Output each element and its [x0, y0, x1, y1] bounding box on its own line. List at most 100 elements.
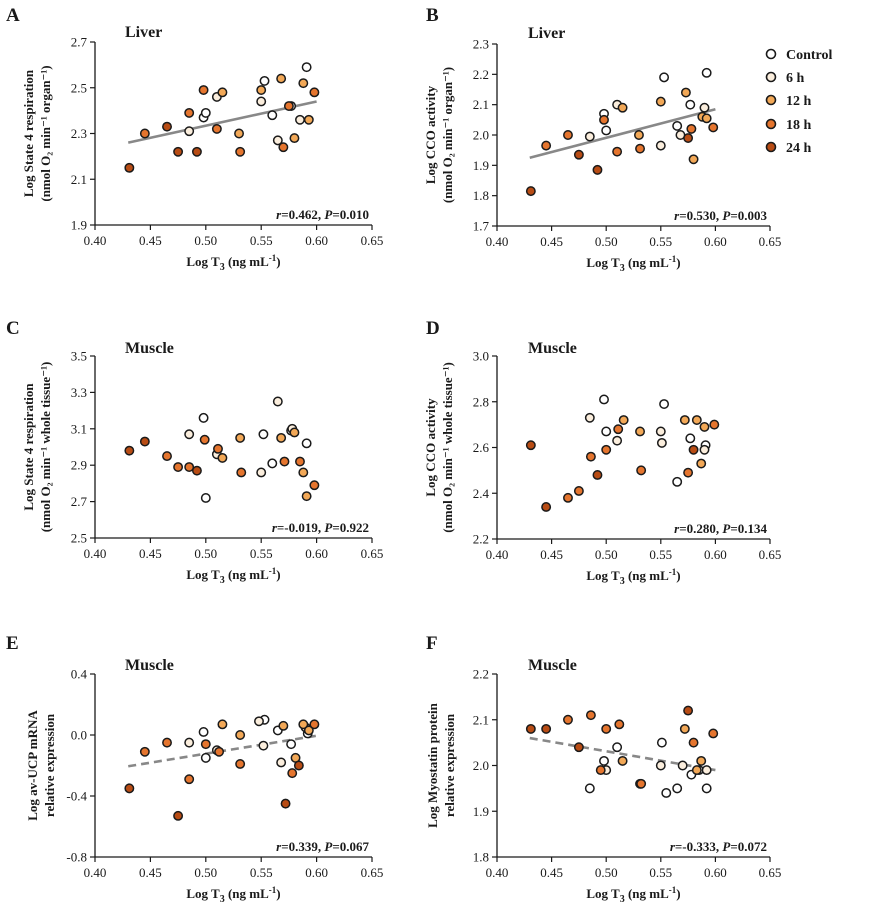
chart-f-point: [656, 737, 667, 748]
chart-b-point: [617, 102, 628, 113]
chart-b-x-tick-label: 0.50: [595, 234, 618, 249]
chart-d-stats-p: P: [722, 521, 731, 536]
chart-e-point: [286, 739, 297, 750]
chart-d-point: [696, 458, 707, 469]
chart-b-point: [708, 122, 719, 133]
chart-e-stats-p: P: [324, 839, 333, 854]
chart-d-point: [659, 399, 670, 409]
chart-c-point: [235, 432, 246, 443]
chart-e-point: [200, 752, 211, 763]
chart-a-x-label-sup: -1: [269, 253, 277, 263]
legend-marker-18h: [765, 118, 777, 130]
chart-d-series-4: [525, 440, 699, 512]
chart-d-point: [563, 492, 573, 503]
chart-a-x-label-main: Log T: [186, 254, 220, 269]
chart-b-stats-r-val: =0.530,: [679, 208, 722, 223]
chart-a-point: [295, 114, 305, 125]
chart-e-x-label-unit: (ng mL: [225, 886, 269, 901]
chart-d-series-2: [618, 415, 710, 469]
chart-c-x-tick-label: 0.40: [84, 546, 107, 561]
chart-c-point: [191, 465, 202, 476]
chart-f: F Muscle 0.40 0.45 0.50 0.55 0.60 0.65 1.8 1.9 2.0…: [425, 633, 781, 905]
chart-a-point: [301, 62, 312, 73]
legend-marker-12h: [765, 94, 777, 106]
chart-e-point: [200, 739, 211, 750]
chart-c-point: [162, 451, 172, 462]
chart-f-series-1: [601, 760, 712, 776]
chart-b-y-tick-label: 1.7: [473, 219, 490, 234]
chart-b-x-tick-label: 0.40: [486, 234, 509, 249]
chart-d-x-label-unit: (ng mL: [625, 568, 669, 583]
chart-f-x-label-unit: (ng mL: [625, 886, 669, 901]
chart-b-panel-letter: B: [426, 5, 439, 26]
chart-e-x-tick-label: 0.50: [194, 865, 217, 880]
chart-a-panel-letter: A: [6, 5, 20, 26]
legend-marker-24h: [765, 141, 777, 153]
chart-e-point: [124, 783, 135, 794]
chart-a-point: [198, 85, 209, 95]
chart-e-y-tick-label: 0.0: [71, 728, 87, 743]
chart-c-stats-p: P: [324, 520, 333, 535]
chart-c-y-label-line2: (nmol O₂ min⁻¹ whole tissue⁻¹): [38, 362, 53, 533]
chart-f-x-label-main: Log T: [586, 886, 620, 901]
chart-d-point: [699, 421, 710, 432]
chart-f-point: [584, 783, 595, 794]
chart-c-point: [184, 462, 195, 472]
chart-c-point: [301, 438, 312, 449]
chart-a-y-tick-label: 2.5: [71, 80, 87, 95]
chart-a-point: [191, 146, 202, 157]
chart-e-x-tick-label: 0.45: [139, 865, 162, 880]
chart-c-panel-letter: C: [6, 318, 20, 339]
chart-a-stats-p: P: [324, 207, 333, 222]
chart-d-point: [618, 415, 629, 425]
chart-d-x-label: Log T3 (ng mL-1): [586, 567, 680, 587]
legend: Control 6 h 12 h 18 h 24 h: [765, 48, 833, 156]
chart-a-y-label-line1: Log State 4 respiration: [21, 69, 36, 197]
chart-a-point: [162, 121, 172, 132]
chart-c-x-label: Log T3 (ng mL-1): [186, 566, 280, 586]
chart-c-point: [256, 467, 267, 478]
chart-f-point: [617, 755, 628, 766]
chart-b-x-tick-label: 0.65: [759, 234, 782, 249]
chart-e-point: [235, 730, 246, 740]
chart-c-x-label-unit: (ng mL: [225, 567, 269, 582]
chart-f-point: [655, 760, 666, 771]
chart-e-point: [258, 740, 269, 751]
chart-d-point: [612, 435, 623, 446]
chart-b-y-tick-label: 1.9: [473, 158, 489, 173]
chart-f-point: [599, 755, 609, 766]
chart-b: B Liver 0.40 0.45 0.50 0.55 0.60 0.65 1.7 1.8 1.9 2…: [423, 5, 781, 274]
chart-b-point: [655, 140, 666, 151]
chart-b-y-tick-label: 1.8: [473, 188, 489, 203]
chart-c-x-tick-label: 0.65: [361, 546, 384, 561]
chart-d-title: Muscle: [528, 340, 577, 357]
chart-a-x-tick-label: 0.50: [194, 233, 217, 248]
legend-item-24h: 24 h: [765, 141, 812, 156]
chart-d-point: [601, 444, 612, 455]
chart-c-series-3: [162, 434, 320, 491]
chart-a-x-tick-label: 0.40: [84, 233, 107, 248]
chart-c: C Muscle 0.40 0.45 0.50 0.55 0.60 0.65 2.5 2.7 2.9…: [6, 318, 383, 586]
chart-b-point: [592, 164, 603, 175]
chart-e-series-2: [217, 719, 314, 763]
chart-e: E Muscle 0.40 0.45 0.50 0.55 0.60 0.65 -0.8 -0.4 0…: [6, 633, 383, 905]
chart-c-series-0: [198, 412, 312, 503]
chart-a-point: [259, 75, 270, 86]
chart-b-point: [563, 130, 573, 140]
chart-a-point: [303, 114, 314, 125]
legend-marker-6h: [765, 71, 777, 83]
chart-e-x-label-sup: -1: [269, 885, 277, 895]
chart-f-point: [708, 728, 719, 739]
chart-e-point: [217, 719, 228, 730]
chart-f-x-tick-label: 0.55: [649, 865, 672, 880]
chart-a-x-label-sub: 3: [220, 262, 225, 273]
chart-d-y-label-line1: Log CCO activity: [423, 398, 438, 497]
chart-f-point: [614, 719, 625, 730]
chart-f-stats-r-val: =-0.333,: [675, 839, 723, 854]
chart-c-point: [289, 427, 300, 438]
chart-a-point: [278, 142, 289, 153]
chart-a-title: Liver: [125, 24, 162, 41]
chart-f-x-label-sub: 3: [620, 894, 625, 905]
chart-d-x-tick-label: 0.60: [704, 547, 727, 562]
